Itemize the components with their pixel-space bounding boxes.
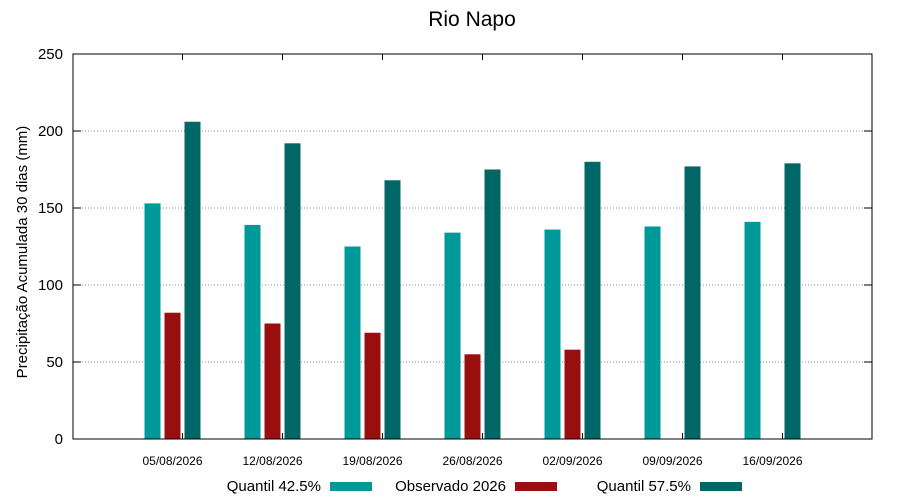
bar-quantil-57-5--1 xyxy=(284,143,301,439)
bar-quantil-42-5--0 xyxy=(144,203,161,439)
legend-label: Quantil 57.5% xyxy=(597,478,691,495)
bar-quantil-57-5--4 xyxy=(584,161,601,440)
bar-quantil-57-5--2 xyxy=(384,180,401,439)
legend-swatch xyxy=(700,482,742,491)
y-tick-label: 0 xyxy=(55,431,63,448)
x-tick-label: 16/09/2026 xyxy=(742,454,802,468)
y-tick-label: 200 xyxy=(38,123,63,140)
bar-observado-2026-2 xyxy=(364,332,381,439)
bar-quantil-57-5--5 xyxy=(684,166,701,440)
y-tick-label: 100 xyxy=(38,277,63,294)
bar-quantil-42-5--6 xyxy=(744,221,761,439)
bar-observado-2026-1 xyxy=(264,323,281,439)
legend: Quantil 42.5% Observado 2026 Quantil 57.5% xyxy=(227,478,742,495)
y-axis-label: Precipitação Acumulada 30 dias (mm) xyxy=(14,126,31,379)
bar-quantil-42-5--4 xyxy=(544,229,561,439)
bar-quantil-42-5--3 xyxy=(444,232,461,439)
legend-label: Quantil 42.5% xyxy=(227,478,321,495)
y-tick-label: 250 xyxy=(38,46,63,63)
legend-item-observado-2026: Observado 2026 xyxy=(395,478,557,495)
bar-observado-2026-0 xyxy=(164,312,181,439)
x-tick-label: 19/08/2026 xyxy=(342,454,402,468)
chart-title: Rio Napo xyxy=(428,8,516,31)
x-tick-label: 09/09/2026 xyxy=(642,454,702,468)
legend-swatch xyxy=(330,482,372,491)
legend-item-quantil-57-5-: Quantil 57.5% xyxy=(597,478,742,495)
bar-quantil-57-5--6 xyxy=(784,163,801,439)
bar-observado-2026-3 xyxy=(464,354,481,439)
bar-quantil-57-5--0 xyxy=(184,121,201,439)
legend-swatch xyxy=(515,482,557,491)
bar-quantil-57-5--3 xyxy=(484,169,501,439)
bar-observado-2026-4 xyxy=(564,349,581,439)
y-axis: 0 50 100 150 200 250 xyxy=(38,46,872,448)
y-tick-label: 150 xyxy=(38,200,63,217)
x-tick-label: 05/08/2026 xyxy=(142,454,202,468)
legend-label: Observado 2026 xyxy=(395,478,506,495)
plot-frame xyxy=(72,53,873,440)
x-tick-label: 26/08/2026 xyxy=(442,454,502,468)
y-tick-label: 50 xyxy=(46,354,63,371)
bar-quantil-42-5--2 xyxy=(344,246,361,439)
bar-quantil-42-5--1 xyxy=(244,224,261,439)
x-tick-label: 12/08/2026 xyxy=(242,454,302,468)
bar-quantil-42-5--5 xyxy=(644,226,661,439)
legend-item-quantil-42-5-: Quantil 42.5% xyxy=(227,478,372,495)
x-axis: 05/08/2026 12/08/2026 19/08/2026 26/08/2026… xyxy=(142,54,803,468)
bars-layer xyxy=(144,121,801,440)
x-tick-label: 02/09/2026 xyxy=(542,454,602,468)
